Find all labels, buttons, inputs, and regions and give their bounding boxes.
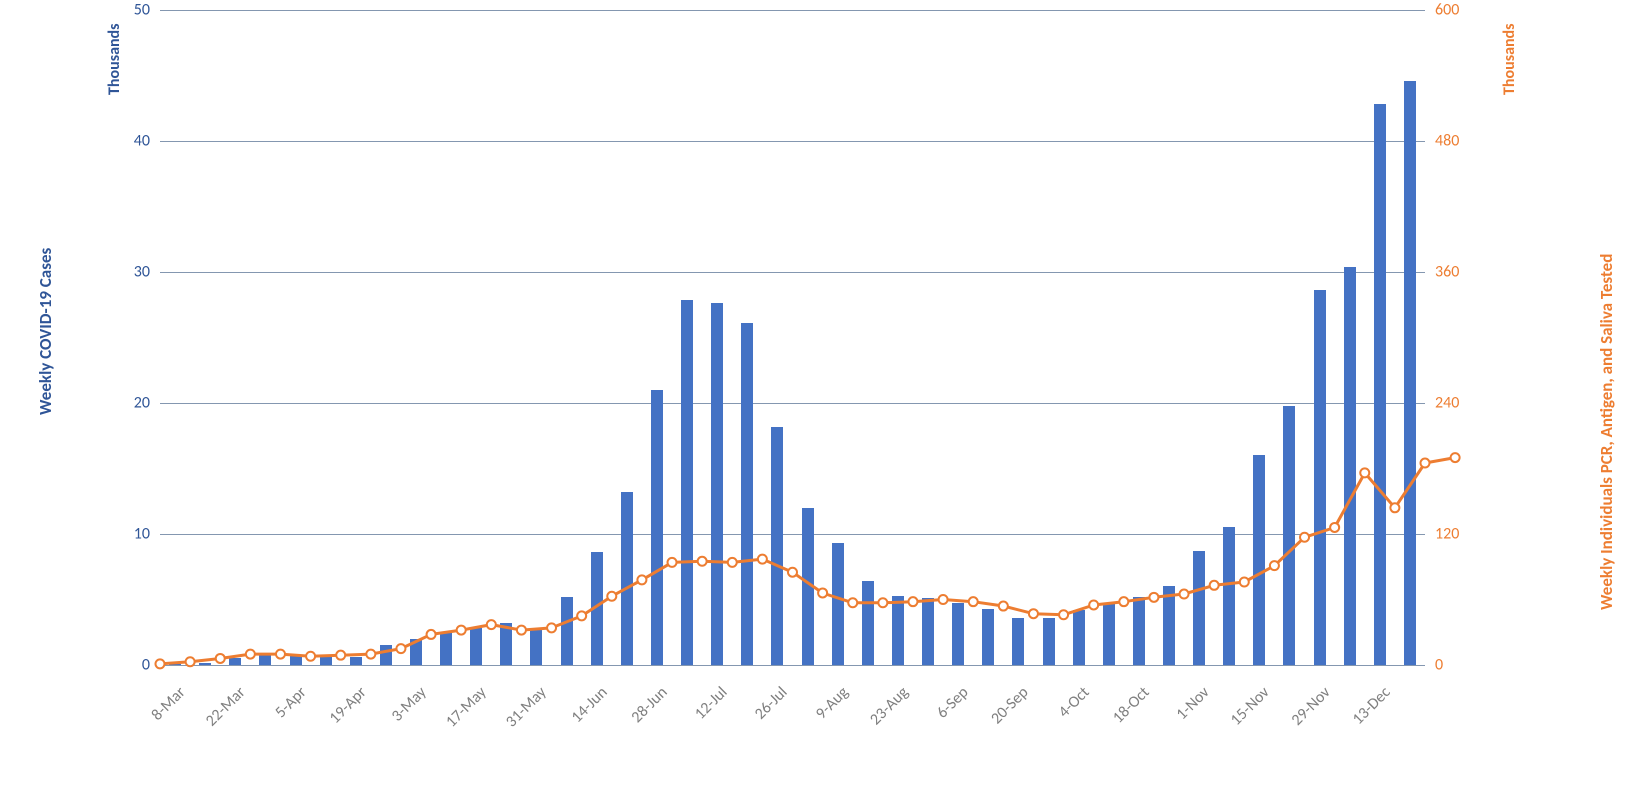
gridline bbox=[160, 665, 1425, 666]
line-marker bbox=[1240, 578, 1249, 587]
x-tick: 26-Jul bbox=[751, 683, 792, 724]
x-tick: 31-May bbox=[503, 683, 551, 731]
chart-container: Weekly COVID-19 Cases Thousands Weekly I… bbox=[0, 0, 1630, 787]
line-marker bbox=[1451, 453, 1460, 462]
x-tick: 6-Sep bbox=[933, 683, 972, 722]
line-marker bbox=[1180, 590, 1189, 599]
line-marker bbox=[1210, 581, 1219, 590]
y-left-tick: 40 bbox=[105, 132, 150, 151]
y-left-tick: 30 bbox=[105, 263, 150, 282]
x-tick: 9-Aug bbox=[812, 683, 852, 723]
line-marker bbox=[487, 620, 496, 629]
line-marker bbox=[1390, 503, 1399, 512]
line-marker bbox=[156, 659, 165, 668]
line-marker bbox=[1330, 523, 1339, 532]
x-tick: 5-Apr bbox=[271, 683, 310, 722]
line-series bbox=[160, 10, 1425, 665]
y-axis-left-units: Thousands bbox=[105, 23, 124, 95]
y-left-tick: 0 bbox=[105, 656, 150, 675]
line-marker bbox=[607, 592, 616, 601]
x-tick: 20-Sep bbox=[988, 683, 1033, 728]
x-tick: 28-Jun bbox=[628, 683, 672, 727]
y-right-tick: 600 bbox=[1435, 1, 1459, 20]
x-tick: 15-Nov bbox=[1227, 683, 1274, 730]
line-marker bbox=[939, 595, 948, 604]
line-marker bbox=[427, 630, 436, 639]
y-right-tick: 240 bbox=[1435, 394, 1459, 413]
x-tick: 4-Oct bbox=[1054, 683, 1093, 722]
line-marker bbox=[1119, 597, 1128, 606]
line-marker bbox=[788, 568, 797, 577]
line-marker bbox=[547, 623, 556, 632]
line-marker bbox=[1149, 593, 1158, 602]
y-axis-right-units: Thousands bbox=[1500, 23, 1519, 95]
line-marker bbox=[999, 602, 1008, 611]
line-marker bbox=[848, 598, 857, 607]
x-tick: 3-May bbox=[388, 683, 431, 726]
line-marker bbox=[878, 598, 887, 607]
x-tick: 17-May bbox=[442, 683, 490, 731]
line-marker bbox=[517, 626, 526, 635]
line-marker bbox=[186, 657, 195, 666]
line-marker bbox=[668, 558, 677, 567]
line-marker bbox=[698, 557, 707, 566]
x-tick: 18-Oct bbox=[1109, 683, 1153, 727]
y-left-tick: 50 bbox=[105, 1, 150, 20]
line-marker bbox=[1300, 533, 1309, 542]
line-marker bbox=[366, 650, 375, 659]
y-right-tick: 360 bbox=[1435, 263, 1459, 282]
line-marker bbox=[336, 651, 345, 660]
line-marker bbox=[306, 652, 315, 661]
x-tick: 12-Jul bbox=[691, 683, 732, 724]
line-path bbox=[160, 458, 1455, 664]
line-marker bbox=[396, 644, 405, 653]
line-marker bbox=[1029, 609, 1038, 618]
y-axis-right-title: Weekly Individuals PCR, Antigen, and Sal… bbox=[1596, 254, 1617, 610]
line-marker bbox=[1059, 610, 1068, 619]
line-marker bbox=[577, 611, 586, 620]
line-marker bbox=[969, 597, 978, 606]
line-marker bbox=[1089, 600, 1098, 609]
line-marker bbox=[728, 558, 737, 567]
line-marker bbox=[637, 575, 646, 584]
y-axis-left-title: Weekly COVID-19 Cases bbox=[35, 248, 56, 415]
x-tick: 29-Nov bbox=[1287, 683, 1334, 730]
x-tick: 8-Mar bbox=[148, 683, 190, 725]
line-marker bbox=[1270, 561, 1279, 570]
x-tick: 13-Dec bbox=[1349, 683, 1395, 729]
line-marker bbox=[1421, 459, 1430, 468]
line-marker bbox=[276, 650, 285, 659]
line-marker bbox=[246, 650, 255, 659]
y-left-tick: 10 bbox=[105, 525, 150, 544]
line-marker bbox=[216, 654, 225, 663]
x-tick: 19-Apr bbox=[325, 683, 370, 728]
plot-area bbox=[160, 10, 1425, 665]
line-marker bbox=[908, 597, 917, 606]
y-right-tick: 0 bbox=[1435, 656, 1443, 675]
x-tick: 14-Jun bbox=[567, 683, 611, 727]
x-tick: 1-Nov bbox=[1173, 683, 1214, 724]
x-tick: 23-Aug bbox=[866, 683, 912, 729]
line-marker bbox=[758, 555, 767, 564]
line-marker bbox=[457, 626, 466, 635]
y-left-tick: 20 bbox=[105, 394, 150, 413]
y-right-tick: 480 bbox=[1435, 132, 1459, 151]
line-marker bbox=[1360, 468, 1369, 477]
y-right-tick: 120 bbox=[1435, 525, 1459, 544]
x-tick: 22-Mar bbox=[202, 683, 249, 730]
line-marker bbox=[818, 588, 827, 597]
